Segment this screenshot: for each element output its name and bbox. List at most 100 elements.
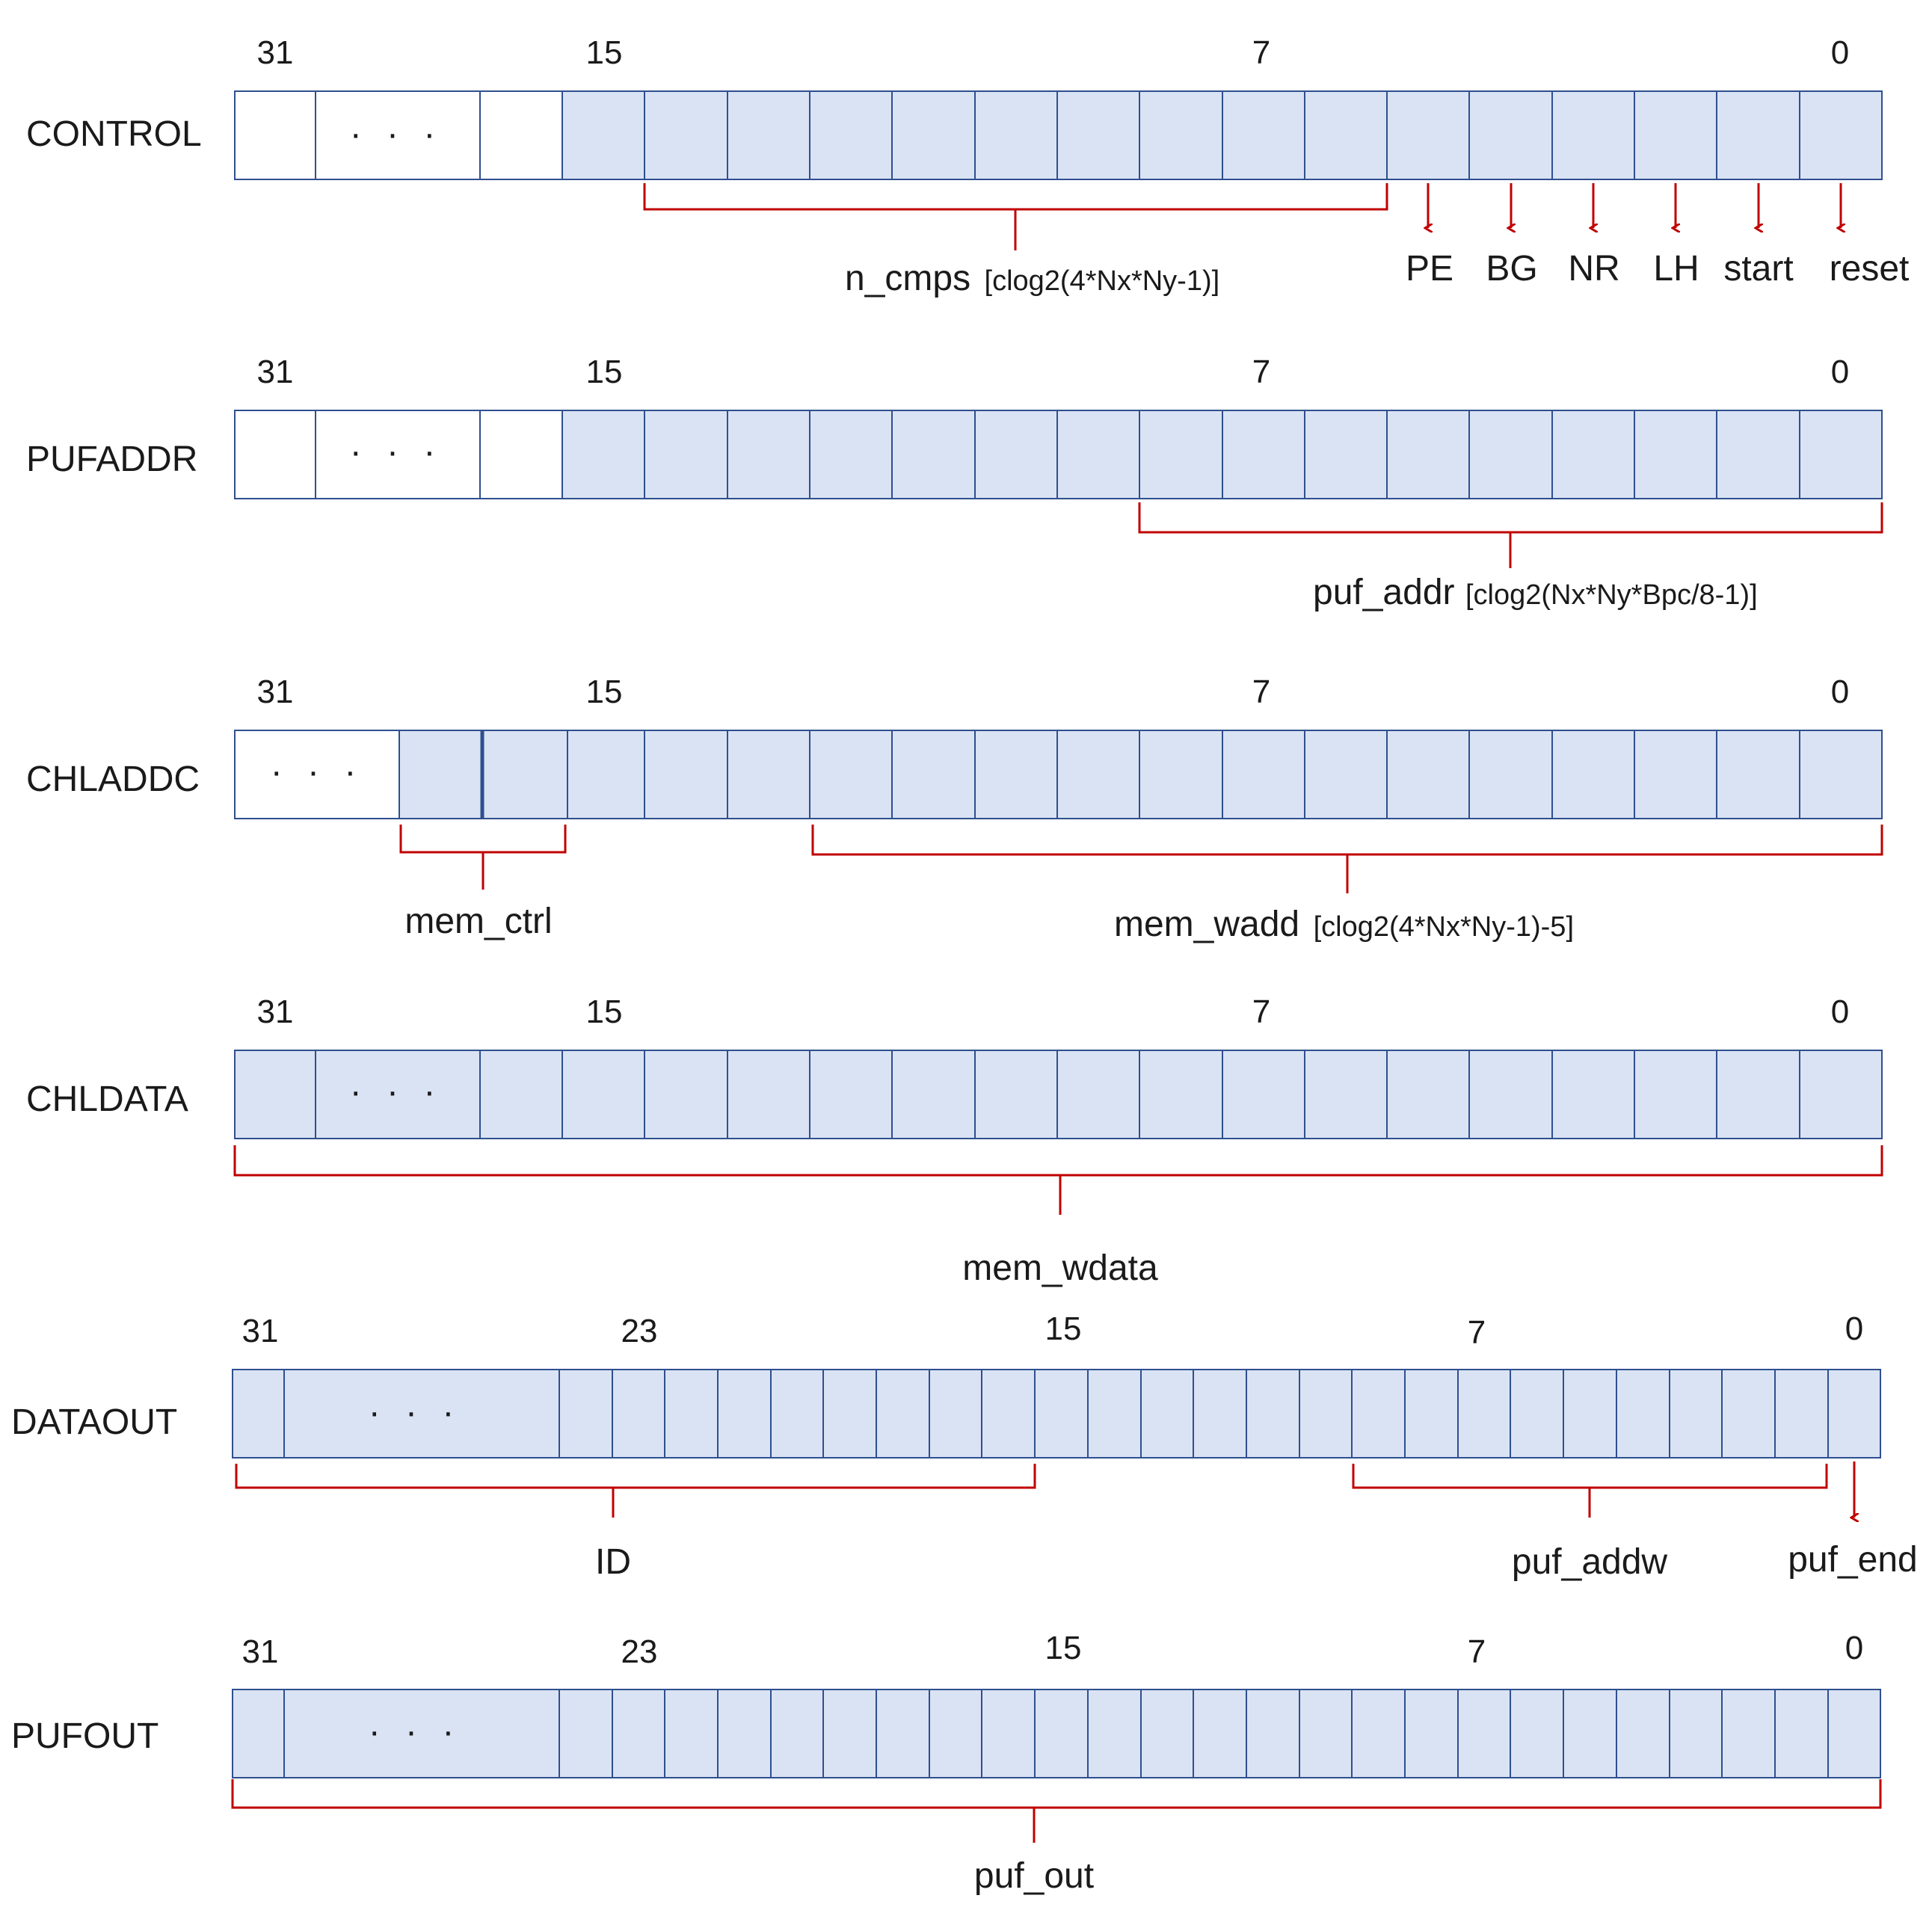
bit-cell [315,90,481,180]
bit-cell [1246,1689,1300,1778]
bit-label-31: 31 [257,674,294,710]
bit-cell [1139,90,1223,180]
bit-cell [1716,410,1800,499]
bit-cell [1669,1689,1723,1778]
bit-cell [1222,90,1305,180]
bit-cell [891,730,976,819]
bit-cell [234,90,316,180]
bit-cell [809,730,893,819]
bit-cell [664,1369,719,1458]
bit-cell [1056,410,1140,499]
bit-cell [1634,1050,1717,1139]
bit-cell [1304,730,1388,819]
register-dataout: DATAOUT 31 23 15 7 0 · · · ID puf_addw p… [11,1310,1918,1582]
bit-cell [1721,1689,1776,1778]
bit-cell [1056,90,1140,180]
bit-cell [1351,1689,1406,1778]
bit-cell [1551,90,1635,180]
field-mem-wdata-bracket [233,1145,1883,1215]
field-mem-ctrl-label: mem_ctrl [404,902,552,941]
bit-cell [1468,410,1553,499]
bit-cell [1304,410,1388,499]
bit-cell [1056,730,1140,819]
register-chladdc: CHLADDC 31 15 7 0 · · · mem_ctrl mem_wad… [26,674,1883,944]
field-id-bracket [235,1464,1036,1518]
bit-cell [1721,1369,1776,1458]
register-cells [232,1689,1881,1778]
bit-cell [1563,1369,1617,1458]
bit-cell [559,1689,613,1778]
bit-cell [1827,1689,1881,1778]
bit-cell [891,1050,976,1139]
register-name: CONTROL [26,114,202,154]
bit-cell [1457,1689,1511,1778]
flag-nr: NR [1568,249,1619,289]
flag-pe: PE [1406,249,1453,289]
register-cells [234,1050,1883,1139]
bit-cell [1774,1369,1829,1458]
bit-cell [1669,1369,1723,1458]
bit-cell [1551,730,1635,819]
register-cells [232,1369,1881,1458]
bit-cell [479,90,563,180]
bit-cell [1193,1689,1247,1778]
bit-label-15: 15 [586,34,623,71]
bit-cell [1386,730,1470,819]
bit-label-0: 0 [1845,1310,1863,1347]
bit-cell [1034,1369,1089,1458]
bit-label-31: 31 [242,1633,279,1670]
bit-cell [770,1689,824,1778]
bit-cell [482,730,568,819]
bit-cell [1551,1050,1635,1139]
bit-cell [1827,1369,1881,1458]
bit-cell [981,1689,1036,1778]
bit-cell [1222,730,1305,819]
bit-cell [1087,1689,1142,1778]
bit-cell [234,1050,316,1139]
bit-cell [1386,410,1470,499]
bit-cell [1510,1689,1564,1778]
bit-cell [809,1050,893,1139]
bit-cell [1304,1050,1388,1139]
bit-cell [1716,90,1800,180]
field-detail: [clog2(4*Nx*Ny-1)-5] [1314,911,1574,943]
bit-cell [1386,1050,1470,1139]
bit-cell [974,410,1058,499]
field-puf-out-label: puf_out [974,1856,1094,1896]
field-mem-wadd-bracket [811,825,1883,893]
bit-cell [315,410,481,499]
register-pufaddr: PUFADDR 31 15 7 0 · · · puf_addr [clog2(… [26,354,1883,612]
bit-cell [234,410,316,499]
bit-cell [1510,1369,1564,1458]
bit-cell [1139,410,1223,499]
bit-cell [1034,1689,1089,1778]
bit-label-7: 7 [1252,354,1270,390]
field-puf-addr-bracket [1138,502,1883,568]
bit-cell [612,1689,665,1778]
bit-cell [981,1369,1036,1458]
field-detail: [clog2(Nx*Ny*Bpc/8-1)] [1465,579,1758,611]
bit-cell [283,1689,560,1778]
field-name: puf_addr [1313,573,1455,612]
bit-cell [1222,410,1305,499]
bit-cell [612,1369,665,1458]
bit-cell [232,1689,285,1778]
bit-cell [822,1369,877,1458]
field-n-cmps-label: n_cmps [clog2(4*Nx*Ny-1)] [845,259,1219,298]
bit-cell [1799,410,1883,499]
bit-cell [479,1050,563,1139]
bit-cell [727,410,810,499]
bit-label-15: 15 [586,354,623,390]
bit-label-7: 7 [1252,994,1270,1030]
bit-cell [727,90,810,180]
bit-cell [1634,90,1717,180]
bit-cell [1799,1050,1883,1139]
field-puf-addr-label: puf_addr [clog2(Nx*Ny*Bpc/8-1)] [1313,573,1758,612]
bit-cell [1799,730,1883,819]
bit-cell [1616,1689,1670,1778]
bit-cell [562,410,645,499]
bit-cell [644,1050,728,1139]
bit-label-15: 15 [1045,1630,1082,1666]
bit-cell [1468,1050,1553,1139]
bit-cell [1087,1369,1142,1458]
